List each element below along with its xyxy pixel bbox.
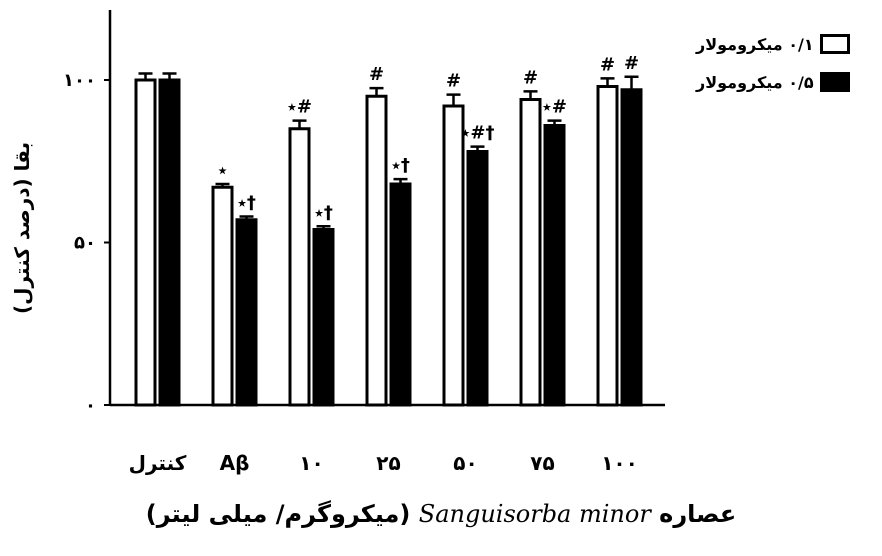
significance-annotation: # bbox=[446, 71, 461, 92]
significance-annotation: ٭† bbox=[314, 202, 333, 223]
legend-swatch-white bbox=[819, 34, 850, 54]
bar bbox=[312, 228, 335, 407]
legend-item-series-1: ۰/۱ میکرومولار bbox=[696, 32, 850, 56]
bar bbox=[389, 182, 412, 407]
legend-label: ۰/۵ میکرومولار bbox=[696, 72, 814, 92]
significance-annotation: ٭† bbox=[391, 155, 410, 176]
bar bbox=[466, 150, 489, 407]
bar bbox=[235, 218, 258, 407]
x-axis-label-species: Sanguisorba minor bbox=[418, 500, 651, 528]
y-tick-label: ۵۰ bbox=[74, 233, 96, 254]
bar bbox=[158, 78, 181, 407]
x-tick-label: کنترل bbox=[129, 451, 187, 475]
legend-swatch-black bbox=[819, 72, 850, 92]
y-tick-label: ۰ bbox=[85, 395, 96, 416]
y-axis-label: بقا (درصد کنترل) bbox=[10, 141, 34, 315]
significance-annotation: ٭# bbox=[542, 97, 567, 118]
legend-item-series-2: ۰/۵ میکرومولار bbox=[696, 70, 850, 94]
x-tick-label: ۱۰ bbox=[299, 451, 323, 475]
significance-annotation: ٭# bbox=[287, 97, 312, 118]
x-tick-label: ۵۰ bbox=[453, 451, 477, 475]
x-tick-label: ۲۵ bbox=[376, 451, 400, 475]
x-tick-label: ۷۵ bbox=[530, 451, 554, 475]
bar bbox=[134, 78, 157, 407]
legend: ۰/۱ میکرومولار ۰/۵ میکرومولار bbox=[696, 32, 850, 108]
x-tick-label: Aβ bbox=[220, 451, 250, 475]
x-axis-label-unit: (میکروگرم/ میلی لیتر) bbox=[145, 500, 411, 528]
bar bbox=[365, 94, 388, 407]
bar bbox=[442, 104, 465, 407]
significance-annotation: ٭† bbox=[237, 193, 256, 214]
legend-label: ۰/۱ میکرومولار bbox=[696, 34, 814, 54]
significance-annotation: ٭ bbox=[218, 160, 228, 181]
bar bbox=[620, 88, 643, 407]
significance-annotation: ٭#† bbox=[461, 123, 495, 144]
x-axis-label-prefix: عصاره bbox=[659, 500, 737, 528]
x-tick-label: ۱۰۰ bbox=[601, 451, 638, 475]
bar bbox=[543, 124, 566, 407]
bar bbox=[211, 185, 234, 407]
y-tick-label: ۱۰۰ bbox=[63, 70, 96, 91]
significance-annotation: # bbox=[369, 64, 384, 85]
bar bbox=[519, 98, 542, 407]
significance-annotation: # bbox=[624, 53, 639, 74]
bar bbox=[596, 85, 619, 407]
bar bbox=[288, 127, 311, 407]
significance-annotation: # bbox=[523, 67, 538, 88]
significance-annotation: # bbox=[600, 54, 615, 75]
x-axis-label: عصاره Sanguisorba minor (میکروگرم/ میلی … bbox=[0, 500, 882, 528]
